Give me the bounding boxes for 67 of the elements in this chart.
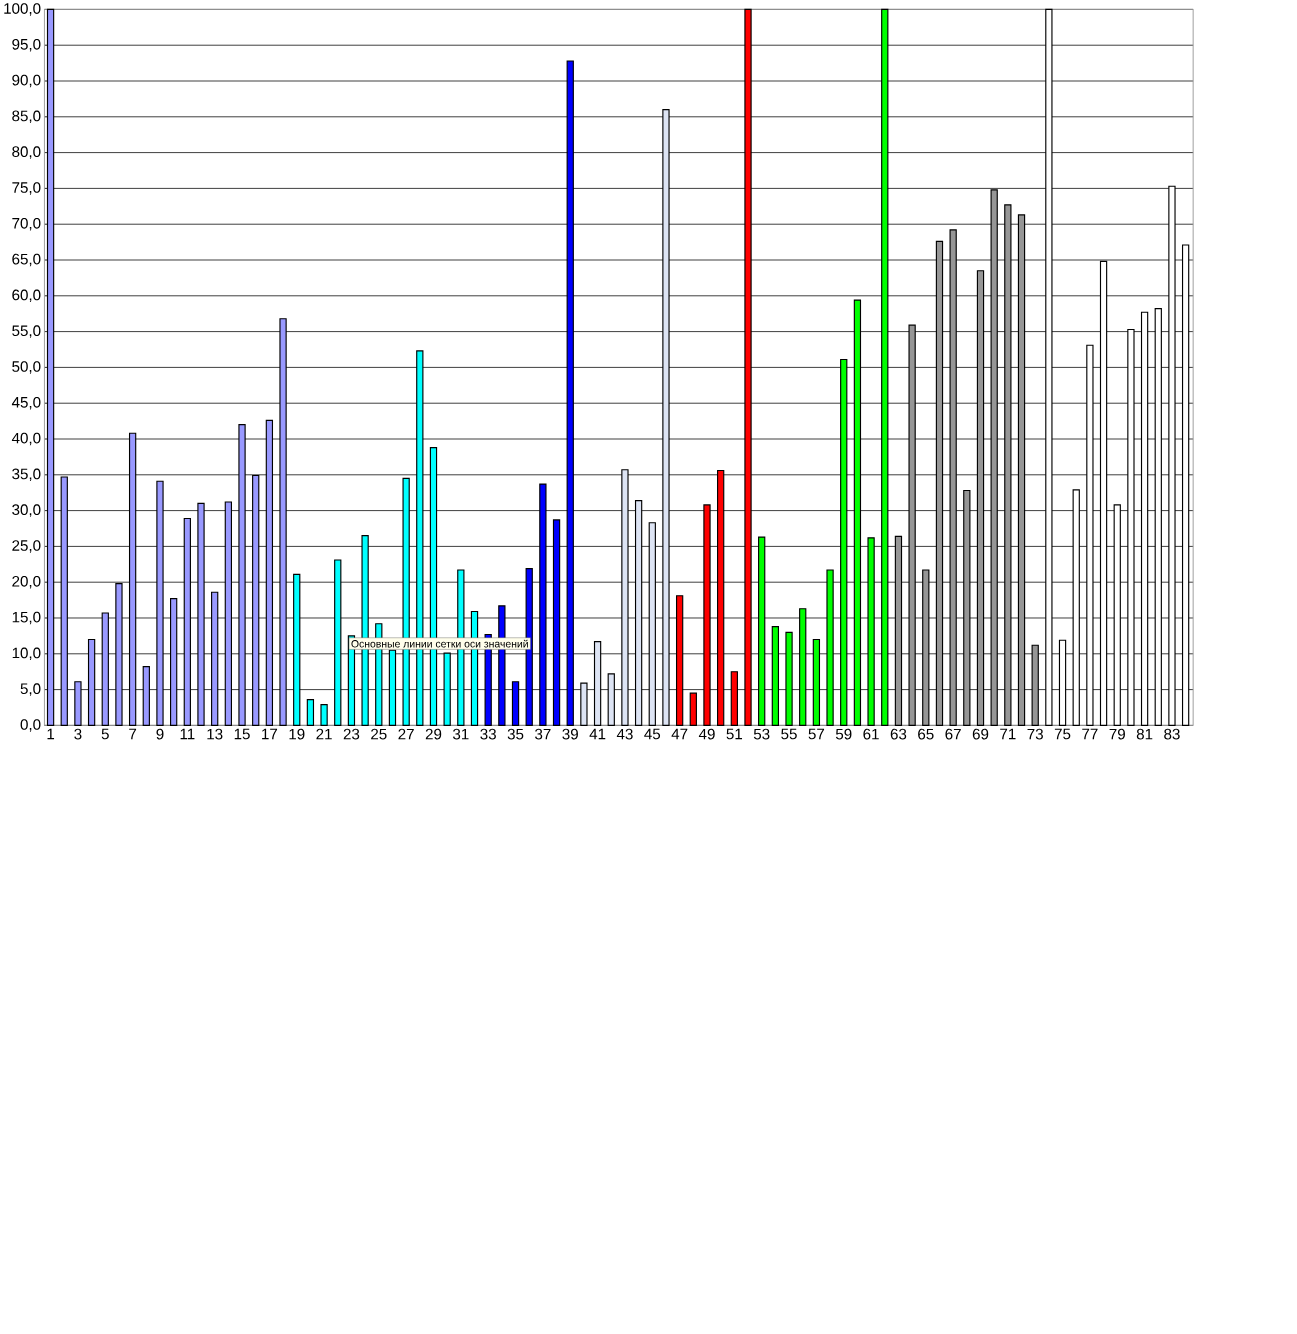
x-tick-label: 17 — [262, 728, 278, 740]
y-tick-label: 15,0 — [12, 611, 41, 625]
bar — [306, 699, 315, 726]
x-tick-label: 29 — [425, 728, 442, 740]
y-tick-label: 35,0 — [12, 468, 41, 482]
x-tick-label: 23 — [343, 728, 360, 740]
x-tick-label: 61 — [863, 728, 879, 740]
y-tick-label: 55,0 — [12, 325, 41, 338]
x-tick-label: 49 — [698, 728, 715, 740]
y-tick-label: 80,0 — [12, 146, 41, 159]
bar — [689, 692, 698, 726]
x-tick-label: 53 — [753, 728, 770, 740]
y-tick-label: 25,0 — [12, 540, 41, 553]
x-tick-label: 33 — [480, 728, 496, 740]
y-tick-label: 40,0 — [11, 432, 41, 446]
y-tick-label: 90,0 — [12, 74, 41, 88]
y-tick-label: 45,0 — [11, 396, 41, 410]
x-tick-label: 47 — [671, 728, 688, 740]
x-tick-label: 83 — [1164, 728, 1180, 740]
x-tick-label: 59 — [835, 728, 852, 740]
x-tick-label: 7 — [129, 728, 137, 740]
x-tick-label: 45 — [644, 728, 661, 740]
x-tick-label: 77 — [1082, 728, 1098, 740]
x-tick-label: 81 — [1136, 728, 1153, 740]
y-tick-label: 75,0 — [12, 182, 41, 195]
x-tick-label: 25 — [371, 728, 387, 740]
annotation: Основные линии сетки оси значений — [351, 639, 528, 648]
x-tick-label: 35 — [507, 728, 524, 740]
x-tick-label: 37 — [535, 728, 551, 740]
y-tick-label: 65,0 — [12, 253, 41, 267]
x-tick-label: 27 — [398, 728, 414, 740]
x-tick-label: 3 — [74, 728, 82, 740]
x-tick-label: 57 — [808, 728, 825, 740]
y-tick-label: 50,0 — [12, 361, 41, 374]
x-tick-label: 79 — [1109, 728, 1126, 740]
y-tick-label: 5,0 — [20, 683, 41, 696]
y-tick-label: 60,0 — [12, 289, 41, 303]
y-tick-label: 100,0 — [4, 3, 41, 16]
y-tick-label: 70,0 — [12, 217, 41, 231]
x-tick-label: 69 — [972, 728, 989, 740]
x-tick-label: 43 — [616, 728, 633, 740]
y-tick-label: 30,0 — [12, 504, 41, 517]
y-tick-label: 85,0 — [12, 110, 41, 124]
x-tick-label: 67 — [945, 728, 961, 740]
x-tick-label: 55 — [781, 728, 797, 740]
x-tick-label: 75 — [1054, 728, 1071, 740]
x-tick-label: 73 — [1027, 728, 1044, 740]
x-tick-label: 71 — [1000, 728, 1016, 740]
x-tick-label: 31 — [453, 728, 469, 740]
y-tick-label: 20,0 — [12, 575, 41, 589]
x-tick-label: 9 — [156, 728, 164, 740]
y-tick-label: 95,0 — [12, 38, 41, 52]
x-tick-label: 51 — [726, 728, 743, 740]
x-tick-label: 41 — [589, 728, 606, 740]
x-tick-label: 63 — [890, 728, 907, 740]
y-tick-label: 0,0 — [20, 719, 41, 732]
bar — [320, 704, 328, 726]
x-tick-label: 13 — [207, 728, 223, 740]
x-tick-label: 65 — [918, 728, 934, 740]
x-tick-label: 5 — [101, 728, 109, 740]
y-tick-label: 10,0 — [12, 647, 41, 661]
x-tick-label: 1 — [47, 728, 55, 740]
x-tick-label: 11 — [180, 728, 195, 740]
x-tick-label: 15 — [234, 728, 250, 740]
x-tick-label: 39 — [562, 728, 578, 740]
x-tick-label: 19 — [289, 728, 305, 740]
x-tick-label: 21 — [316, 728, 332, 740]
